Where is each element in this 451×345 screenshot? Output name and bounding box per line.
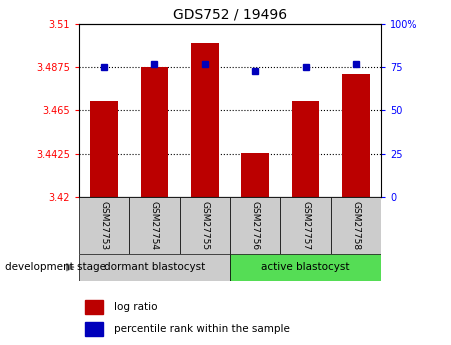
Bar (141, 67, 168, 197)
Bar (241, 152, 269, 197)
Text: GSM27754: GSM27754 (150, 200, 159, 250)
Text: active blastocyst: active blastocyst (261, 263, 350, 272)
Text: dormant blastocyst: dormant blastocyst (104, 263, 205, 272)
Bar (79, 197, 129, 254)
Bar (79, 254, 230, 281)
Bar (85, 322, 103, 336)
Bar (230, 197, 281, 254)
Bar (230, 254, 381, 281)
Text: GSM27757: GSM27757 (301, 200, 310, 250)
Bar (191, 43, 219, 197)
Text: GSM27755: GSM27755 (200, 200, 209, 250)
Bar (179, 197, 230, 254)
Text: GSM27753: GSM27753 (100, 200, 109, 250)
Bar (90, 101, 118, 197)
Bar (281, 197, 331, 254)
Text: GSM27758: GSM27758 (351, 200, 360, 250)
Bar (331, 197, 381, 254)
Text: percentile rank within the sample: percentile rank within the sample (114, 324, 290, 334)
Title: GDS752 / 19496: GDS752 / 19496 (173, 8, 287, 22)
Text: log ratio: log ratio (114, 302, 157, 312)
Bar (85, 300, 103, 314)
Bar (292, 101, 319, 197)
Bar (129, 197, 179, 254)
Text: development stage: development stage (5, 263, 106, 272)
Text: GSM27756: GSM27756 (251, 200, 260, 250)
Bar (342, 74, 370, 197)
